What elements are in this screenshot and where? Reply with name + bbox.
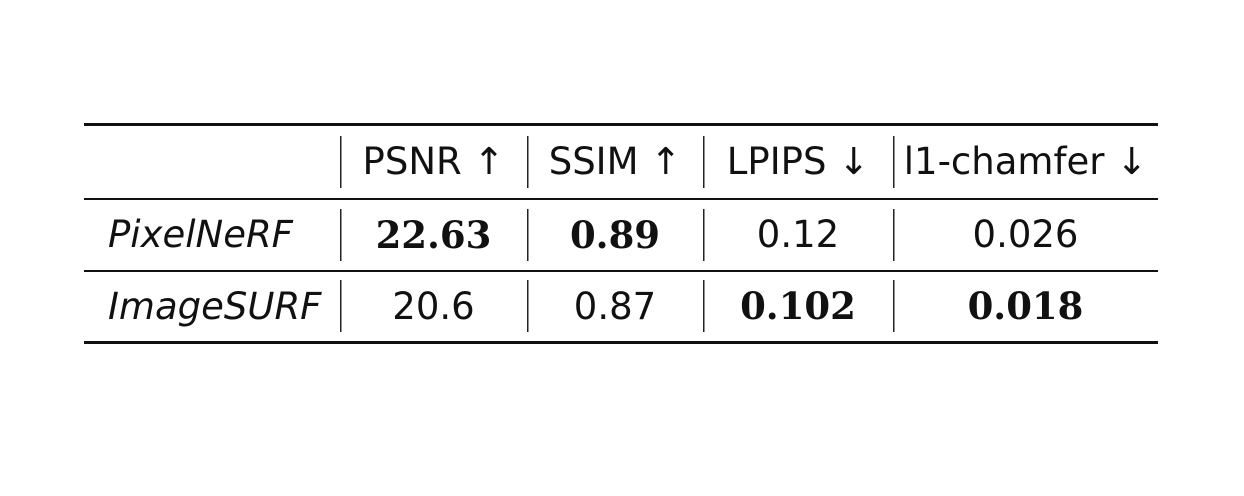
method-name: ImageSURF <box>108 284 322 328</box>
table-row: PixelNeRF 22.63 0.89 0.12 0.026 <box>84 198 1158 271</box>
table-row: ImageSURF 20.6 0.87 0.102 0.018 <box>84 270 1158 343</box>
psnr-value: 20.6 <box>340 270 527 343</box>
ssim-value: 0.87 <box>527 270 703 343</box>
method-name: PixelNeRF <box>108 213 293 256</box>
header-ssim: SSIM ↑ <box>527 124 703 199</box>
header-method <box>84 125 340 199</box>
lpips-value: 0.12 <box>703 198 893 271</box>
l1-chamfer-value: 0.018 <box>893 270 1158 343</box>
header-lpips: LPIPS ↓ <box>703 124 893 199</box>
ssim-value: 0.89 <box>527 198 703 271</box>
header-psnr: PSNR ↑ <box>340 124 527 199</box>
l1-chamfer-value: 0.026 <box>893 198 1158 271</box>
header-l1-chamfer: l1-chamfer ↓ <box>893 124 1158 199</box>
results-table: PSNR ↑ SSIM ↑ LPIPS ↓ l1-chamfer ↓ Pixel… <box>84 123 1158 344</box>
psnr-value: 22.63 <box>340 198 527 271</box>
header-row: PSNR ↑ SSIM ↑ LPIPS ↓ l1-chamfer ↓ <box>84 124 1158 199</box>
lpips-value: 0.102 <box>703 270 893 343</box>
